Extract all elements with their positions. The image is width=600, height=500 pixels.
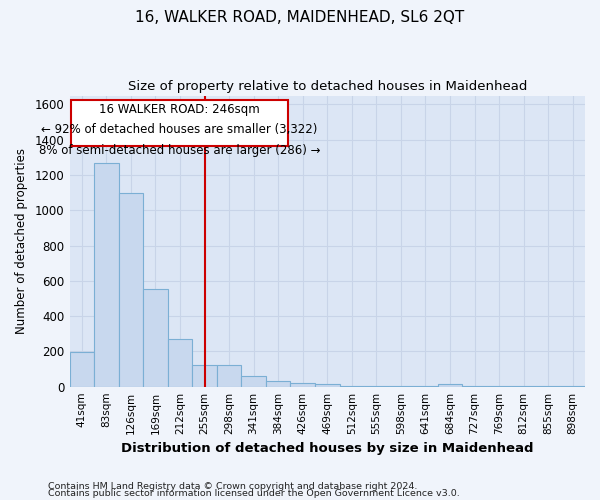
Bar [217, 364, 241, 386]
Bar [71, 100, 288, 146]
Text: ← 92% of detached houses are smaller (3,322): ← 92% of detached houses are smaller (3,… [41, 124, 317, 136]
Text: 8% of semi-detached houses are larger (286) →: 8% of semi-detached houses are larger (2… [38, 144, 320, 157]
Text: 16, WALKER ROAD, MAIDENHEAD, SL6 2QT: 16, WALKER ROAD, MAIDENHEAD, SL6 2QT [136, 10, 464, 25]
Bar [119, 194, 143, 386]
Bar [94, 162, 119, 386]
Text: Contains HM Land Registry data © Crown copyright and database right 2024.: Contains HM Land Registry data © Crown c… [48, 482, 418, 491]
Bar [438, 384, 462, 386]
Text: 16 WALKER ROAD: 246sqm: 16 WALKER ROAD: 246sqm [99, 103, 260, 116]
Bar [143, 289, 168, 386]
Bar [290, 383, 315, 386]
Y-axis label: Number of detached properties: Number of detached properties [15, 148, 28, 334]
Bar [315, 384, 340, 386]
Bar [168, 339, 192, 386]
Title: Size of property relative to detached houses in Maidenhead: Size of property relative to detached ho… [128, 80, 527, 93]
X-axis label: Distribution of detached houses by size in Maidenhead: Distribution of detached houses by size … [121, 442, 533, 455]
Bar [70, 352, 94, 386]
Bar [266, 382, 290, 386]
Text: Contains public sector information licensed under the Open Government Licence v3: Contains public sector information licen… [48, 489, 460, 498]
Bar [241, 376, 266, 386]
Bar [192, 364, 217, 386]
